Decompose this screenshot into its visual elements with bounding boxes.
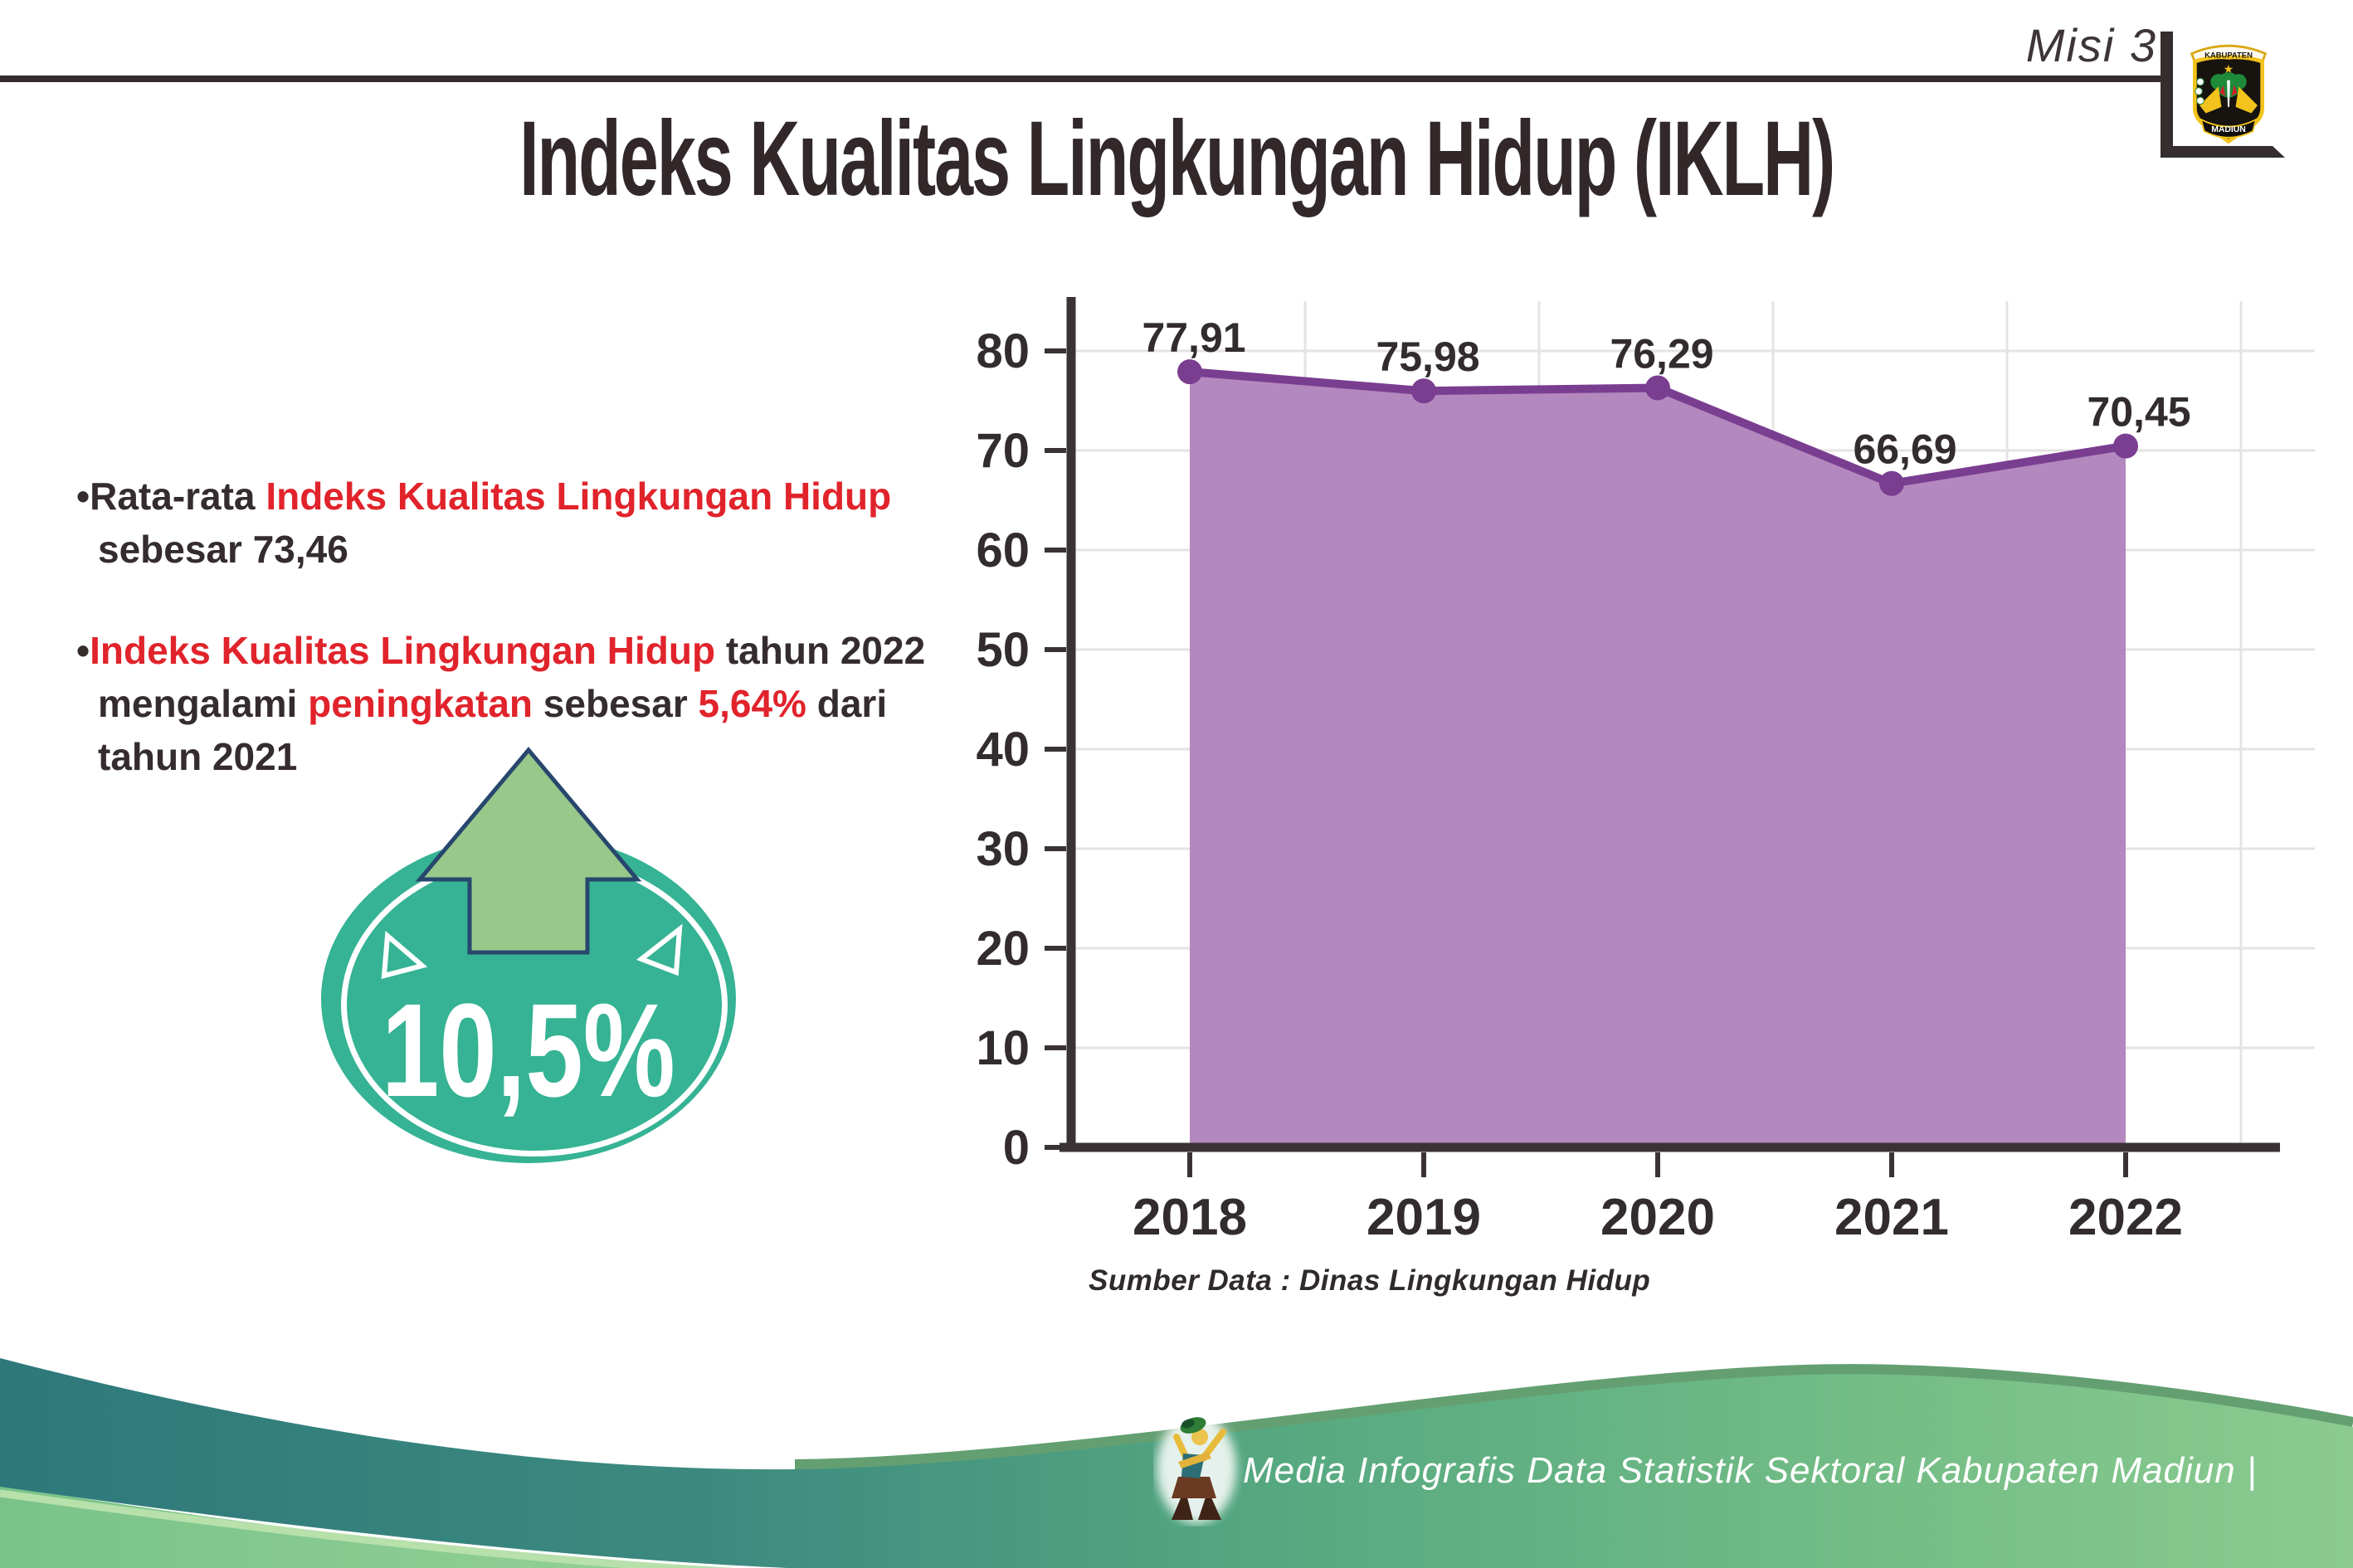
data-point-label: 76,29 (1610, 331, 1713, 377)
data-point (1411, 378, 1436, 404)
data-point (1177, 359, 1202, 385)
logo-text-top: KABUPATEN (2204, 51, 2253, 60)
bullet-text: tahun 2022 (715, 629, 926, 672)
bullet-text-highlight: Indeks Kualitas Lingkungan Hidup (266, 475, 892, 518)
bullet-text: sebesar 73,46 (98, 528, 348, 571)
logo-wing-left (2200, 86, 2222, 114)
mission-label: Misi 3 (2025, 19, 2157, 71)
mascot-skirt (1172, 1477, 1216, 1498)
logo-text-bottom: MADIUN (2211, 125, 2246, 134)
up-arrow-icon (415, 747, 642, 955)
y-tick-label: 0 (1003, 1121, 1030, 1175)
y-tick-label: 40 (976, 723, 1030, 777)
logo-frame-horizontal (2161, 146, 2285, 158)
y-tick-label: 60 (976, 523, 1030, 577)
mascot-leg (1172, 1488, 1193, 1520)
y-tick-label: 70 (976, 424, 1030, 478)
data-point-label: 70,45 (2087, 389, 2190, 436)
footer-caption: Media Infografis Data Statistik Sektoral… (1243, 1450, 2258, 1491)
iklh-area-chart: 0 10 20 30 40 50 60 70 80 2018 2019 2020 2021 2022 77,… (938, 274, 2331, 1294)
logo-tree (2210, 74, 2227, 90)
bullet-text-highlight: 5,64% (698, 682, 806, 725)
badge-decorations (381, 923, 683, 1163)
y-tick-label: 80 (976, 324, 1030, 378)
logo-cotton (2195, 87, 2203, 95)
logo-cotton (2196, 96, 2204, 105)
x-tick-label: 2021 (1834, 1189, 1949, 1246)
area-fill (1190, 372, 2126, 1147)
data-point-label: 77,91 (1142, 314, 1245, 361)
bullet-item: •Rata-rata Indeks Kualitas Lingkungan Hi… (76, 470, 1030, 576)
mascot-icon (1157, 1414, 1236, 1523)
footer-wave-under (0, 1485, 706, 1568)
footer-wave-rim-dark (794, 1364, 2353, 1471)
mascot-leg (1198, 1490, 1221, 1520)
badge-value-text: 10,5% (382, 976, 675, 1124)
badge-value: 10,5% (321, 979, 736, 1122)
bullet-text: dari (806, 682, 888, 725)
data-point-label: 75,98 (1376, 334, 1479, 380)
y-tick-label: 10 (976, 1021, 1030, 1075)
mascot-sash (1178, 1452, 1211, 1468)
mascot-head (1191, 1429, 1208, 1445)
bullet-text: Rata-rata (90, 475, 266, 518)
logo-keris (2227, 80, 2230, 107)
up-arrow-shape (415, 747, 642, 955)
page-title-text: Indeks Kualitas Lingkungan Hidup (IKLH) (519, 100, 1835, 218)
data-point-label: 66,69 (1853, 426, 1956, 473)
x-tick-label: 2020 (1600, 1189, 1715, 1246)
sparkle-triangle-icon (401, 1137, 438, 1163)
bullet-text: tahun 2021 (98, 735, 298, 778)
logo-flame-right (2231, 85, 2238, 96)
y-tick-label: 50 (976, 623, 1030, 677)
logo-flame-left (2219, 85, 2226, 96)
bullet-item: •Indeks Kualitas Lingkungan Hidup tahun … (76, 624, 1030, 783)
x-tick-label: 2022 (2068, 1189, 2183, 1246)
bullet-text: sebesar (533, 682, 699, 725)
y-tick-label: 30 (976, 822, 1030, 876)
logo-cotton (2196, 77, 2204, 86)
logo-ribbon-bottom (2200, 118, 2258, 139)
header-rule (0, 75, 2161, 82)
bullet-text: mengalami (98, 682, 309, 725)
logo-tree (2230, 74, 2247, 90)
bullet-text-highlight: peningkatan (308, 682, 533, 725)
x-tick-label: 2018 (1133, 1189, 1247, 1246)
data-point (1645, 375, 1670, 401)
bullet-marker: • (76, 475, 90, 518)
logo-wing-right (2235, 86, 2258, 114)
data-point (1879, 470, 1904, 496)
chart-source-note: Sumber Data : Dinas Lingkungan Hidup (1089, 1264, 1651, 1297)
page-title: Indeks Kualitas Lingkungan Hidup (IKLH) (0, 98, 2353, 220)
sparkle-triangle-icon (630, 1120, 676, 1158)
summary-bullets: •Rata-rata Indeks Kualitas Lingkungan Hi… (76, 470, 1030, 783)
sparkle-triangle-icon (636, 923, 683, 976)
logo-frame-vertical (2161, 32, 2173, 158)
bullet-marker: • (76, 629, 90, 672)
bullet-text-highlight: Indeks Kualitas Lingkungan Hidup (90, 629, 716, 672)
mascot-leaf-hat-dark (1181, 1419, 1195, 1429)
footer-wave-rim-light (0, 1489, 736, 1568)
data-point (2113, 433, 2138, 459)
chart-canvas: 0 10 20 30 40 50 60 70 80 2018 2019 2020 2021 2022 77,… (976, 297, 2315, 1246)
y-tick-label: 20 (976, 922, 1030, 976)
sparkle-triangle-icon (381, 930, 428, 979)
kabupaten-madiun-logo: ★ KABUPATEN MADIUN (2190, 44, 2268, 144)
x-tick-label: 2019 (1366, 1189, 1481, 1246)
